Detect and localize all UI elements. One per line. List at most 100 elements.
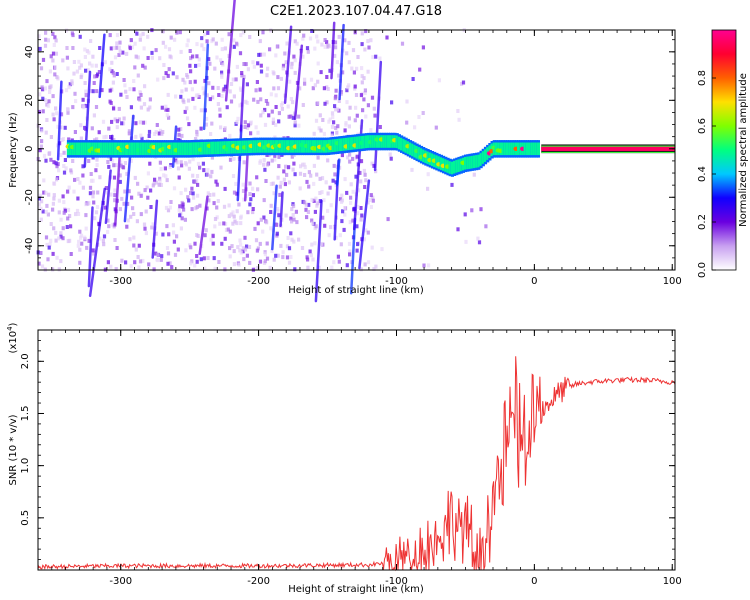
spectrogram-cell xyxy=(289,97,293,101)
spectrogram-cell xyxy=(306,49,310,54)
spectrogram-cell xyxy=(200,43,204,48)
spectrogram-cell xyxy=(87,238,91,243)
spectrogram-cell xyxy=(69,252,73,256)
spectrogram-cell xyxy=(54,38,58,43)
spectrogram-cell xyxy=(426,186,430,191)
spectrogram-cell xyxy=(359,179,363,184)
spectrogram-cell xyxy=(301,103,305,107)
spectrogram-cell xyxy=(326,43,330,48)
spectrogram-cell xyxy=(85,245,89,250)
ridge-cell xyxy=(245,140,249,154)
spectrogram-streak xyxy=(349,217,357,295)
spectrogram-cell xyxy=(211,95,215,100)
spectrogram-cell xyxy=(303,165,307,170)
spectrogram-cell xyxy=(49,222,53,226)
spectrogram-cell xyxy=(49,54,53,59)
spectrogram-cell xyxy=(179,160,183,165)
spectrogram-cell xyxy=(213,266,217,271)
spectrogram-cell xyxy=(132,235,136,240)
spectrogram-cell xyxy=(84,89,88,94)
spectrogram-cell xyxy=(122,201,126,206)
spectrogram-cell xyxy=(108,67,112,72)
spectrogram-cell xyxy=(366,103,370,108)
spectrogram-cell xyxy=(242,62,246,66)
spectrogram-cell xyxy=(232,94,236,99)
spectrogram-cell xyxy=(320,176,325,181)
ridge-cell xyxy=(128,142,132,156)
spectrogram-cell xyxy=(59,259,63,264)
spectrogram-cell xyxy=(364,29,368,34)
spectrogram-cell xyxy=(464,239,468,244)
spectrogram-cell xyxy=(255,248,259,253)
spectrogram-cell xyxy=(291,213,295,217)
spectrogram-cell xyxy=(244,62,248,67)
spectrogram-cell xyxy=(207,57,211,62)
spectrogram-cell xyxy=(214,41,218,46)
spectrogram-cell xyxy=(84,226,88,231)
spectrogram-cell xyxy=(301,36,305,41)
spectrogram-cell xyxy=(263,122,268,127)
spectrogram-cell xyxy=(59,112,64,117)
spectrogram-cell xyxy=(222,221,226,226)
spectrogram-cell xyxy=(184,161,188,165)
spectrogram-cell xyxy=(46,212,50,217)
spectrogram-cell xyxy=(185,116,190,121)
ridge-cell xyxy=(426,151,430,165)
spectrogram-cell xyxy=(73,130,77,134)
ridge-cell xyxy=(435,155,439,168)
spectrogram-cell xyxy=(228,89,232,94)
spectrogram-cell xyxy=(239,242,243,247)
spectrogram-cell xyxy=(354,93,359,97)
spectrogram-cell xyxy=(143,226,147,231)
spectrogram-cell xyxy=(450,182,454,187)
spectrogram-cell xyxy=(232,214,236,219)
spectrogram-cell xyxy=(134,54,138,59)
ridge-cell xyxy=(479,153,483,166)
spectrogram-cell xyxy=(219,125,223,130)
spectrogram-cell xyxy=(42,178,46,183)
colorbar-gradient xyxy=(711,29,737,271)
spectrogram-cell xyxy=(55,111,59,116)
spectrogram-cell xyxy=(238,248,242,253)
ridge-cell xyxy=(523,142,527,156)
spectrogram-cell xyxy=(112,163,116,168)
spectrogram-cell xyxy=(96,190,100,195)
spectrogram-cell xyxy=(138,97,142,102)
spectrogram-cell xyxy=(316,61,320,66)
spectrogram-cell xyxy=(274,253,278,258)
spectrogram-cell xyxy=(113,188,117,193)
ridge-cell xyxy=(166,142,170,156)
spectrogram-cell xyxy=(264,179,268,183)
spectrogram-cell xyxy=(150,50,154,55)
spectrogram-cell xyxy=(210,121,214,126)
spectrogram-cell xyxy=(343,128,347,133)
spectrogram-cell xyxy=(333,172,337,177)
spectrogram-cell xyxy=(251,186,255,191)
spectrogram-cell xyxy=(43,86,47,91)
spectrogram-cell xyxy=(161,29,165,33)
spectrogram-cell xyxy=(131,206,135,211)
spectrogram-cell xyxy=(186,38,190,43)
spectrogram-cell xyxy=(49,135,53,139)
spectrogram-cell xyxy=(271,120,275,125)
spectrogram-cell xyxy=(338,233,342,238)
spectrogram-cell xyxy=(203,32,207,37)
spectrogram-cell xyxy=(326,158,330,163)
ridge-cell xyxy=(439,157,443,170)
spectrogram-cell xyxy=(362,76,366,81)
spectrogram-cell xyxy=(53,72,57,77)
spectrogram-cell xyxy=(234,181,238,186)
spectrogram-cell xyxy=(198,165,202,170)
spectrogram-cell xyxy=(136,255,140,259)
spectrogram-cell xyxy=(257,52,261,57)
spectrogram-x-tick-label: -300 xyxy=(109,276,132,287)
spectrogram-cell xyxy=(366,260,371,265)
spectrogram-cell xyxy=(337,73,341,78)
spectrogram-cell xyxy=(158,176,162,181)
spectrogram-cell xyxy=(270,249,274,253)
spectrogram-cell xyxy=(68,238,72,243)
spectrogram-cell xyxy=(332,260,336,265)
spectrogram-cell xyxy=(211,37,215,42)
spectrogram-cell xyxy=(362,237,366,242)
spectrogram-cell xyxy=(65,225,69,229)
